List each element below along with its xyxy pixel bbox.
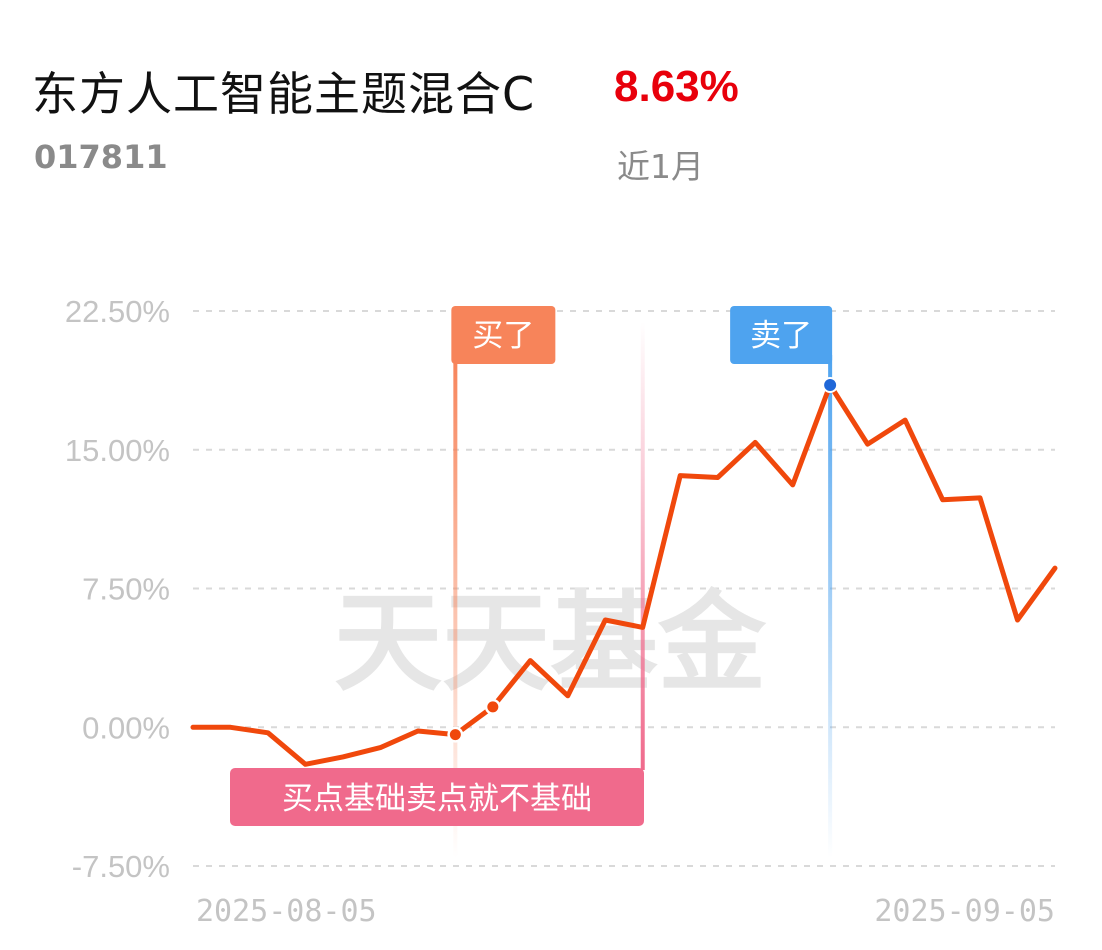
fund-header: 东方人工智能主题混合C 017811 8.63% 近1月 bbox=[32, 58, 1072, 198]
annotation-box bbox=[230, 768, 644, 826]
y-tick-label: -7.50% bbox=[72, 849, 170, 884]
sell-flag bbox=[730, 306, 833, 364]
x-tick-label: 2025-08-05 bbox=[196, 894, 377, 929]
buy-flag-label: 买了 bbox=[472, 318, 534, 354]
sell-flag-label: 卖了 bbox=[750, 318, 812, 354]
sell-marker-line bbox=[828, 355, 833, 858]
buy-marker-line bbox=[453, 355, 458, 858]
annotation-line bbox=[640, 322, 645, 770]
y-tick-label: 0.00% bbox=[82, 710, 170, 745]
return-value: 8.63% bbox=[614, 62, 739, 111]
y-tick-label: 15.00% bbox=[65, 433, 170, 468]
watermark: 天天基金 bbox=[334, 580, 767, 706]
annotation-label: 买点基础卖点就不基础 bbox=[282, 781, 592, 817]
return-period: 近1月 bbox=[617, 147, 704, 186]
series-line bbox=[190, 382, 1058, 767]
sell-point bbox=[824, 379, 837, 391]
buy-point bbox=[449, 729, 461, 741]
y-tick-label: 7.50% bbox=[82, 572, 170, 607]
x-tick-label: 2025-09-05 bbox=[874, 894, 1055, 929]
fund-name: 东方人工智能主题混合C bbox=[32, 67, 536, 121]
y-tick-label: 22.50% bbox=[65, 294, 170, 329]
buy-flag bbox=[451, 306, 556, 364]
data-point bbox=[487, 701, 499, 713]
fund-code: 017811 bbox=[34, 138, 168, 176]
